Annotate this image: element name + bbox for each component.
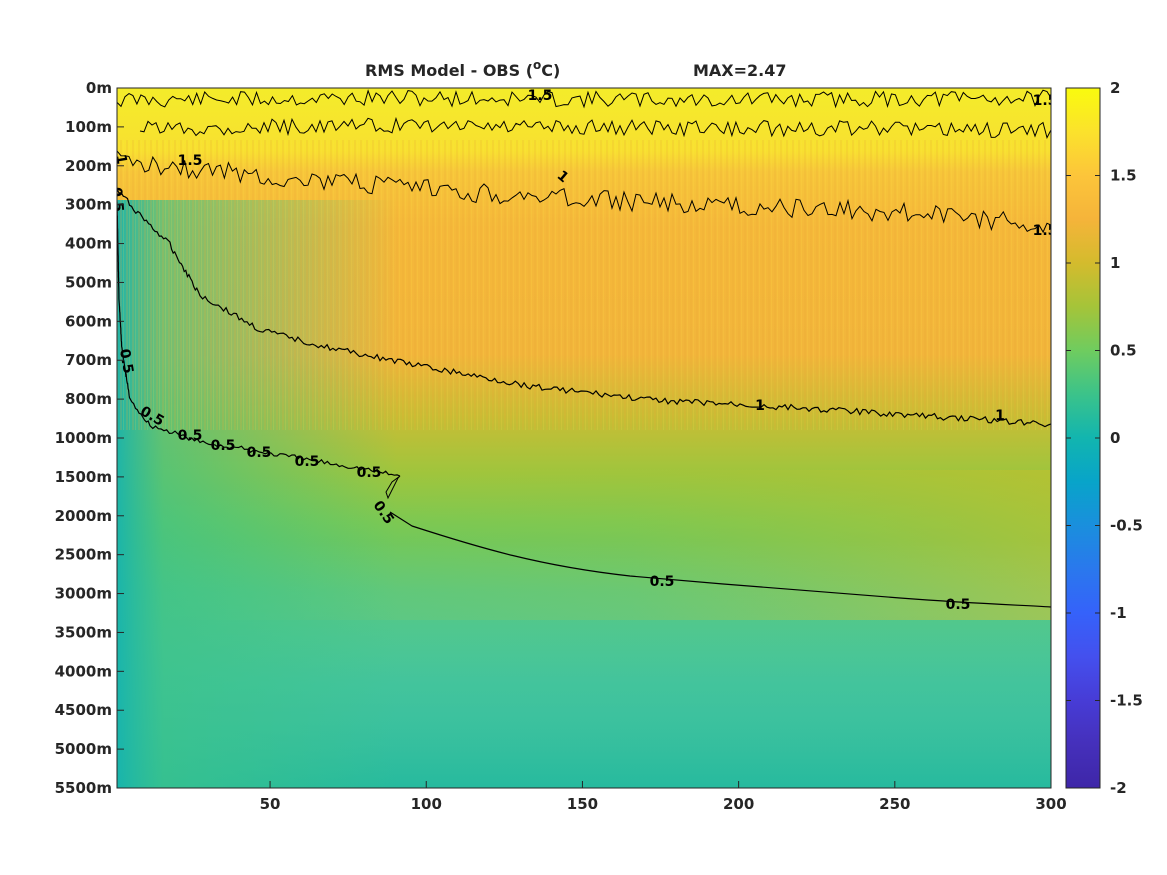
contour-label: 0.5 bbox=[247, 445, 272, 461]
y-tick-label: 5500m bbox=[55, 779, 112, 797]
contour-label: 0.5 bbox=[116, 348, 136, 375]
colorbar bbox=[1065, 87, 1101, 789]
y-tick-label: 3500m bbox=[55, 623, 112, 641]
x-tick-label: 300 bbox=[1035, 795, 1066, 813]
contour-label: 1.5 bbox=[1033, 93, 1058, 109]
contour-1-line bbox=[117, 150, 1051, 234]
x-tick-label: 100 bbox=[411, 795, 442, 813]
x-tick-label: 250 bbox=[879, 795, 910, 813]
contour-lines bbox=[117, 89, 1051, 608]
y-tick-label: 800m bbox=[65, 390, 112, 408]
y-tick-label: 1500m bbox=[55, 468, 112, 486]
x-tick-label: 50 bbox=[260, 795, 281, 813]
y-tick-label: 700m bbox=[65, 351, 112, 369]
contour-0.5-line bbox=[389, 511, 1051, 608]
contour-label: 0.5 bbox=[178, 428, 203, 444]
y-tick-label: 3000m bbox=[55, 585, 112, 603]
colorbar-tick-label: 1 bbox=[1110, 254, 1120, 272]
contour-0.5-line bbox=[117, 201, 401, 477]
contour-1-line bbox=[117, 189, 1051, 428]
y-tick-label: 600m bbox=[65, 312, 112, 330]
colorbar-tick-label: -1 bbox=[1110, 604, 1127, 622]
colorbar-tick-label: 1.5 bbox=[1110, 167, 1137, 185]
chart-title: RMS Model - OBS (oC) bbox=[365, 58, 560, 80]
title-main: RMS Model - OBS ( bbox=[365, 61, 533, 80]
contour-label: 0.5 bbox=[108, 187, 126, 213]
colorbar-tick-label: -1.5 bbox=[1110, 692, 1143, 710]
contour-1.5-line bbox=[117, 89, 1051, 109]
contour-label: 0.5 bbox=[357, 465, 382, 481]
contour-label: 1.5 bbox=[1033, 223, 1058, 239]
colorbar-tick-label: 2 bbox=[1110, 79, 1120, 97]
title-superscript: o bbox=[533, 58, 541, 72]
max-label: MAX=2.47 bbox=[693, 61, 787, 80]
colorbar-ticks: 2 1.5 1 0.5 0 -0.5 -1 -1.5 -2 bbox=[1066, 79, 1143, 797]
contour-1.5-line bbox=[139, 116, 1051, 139]
heatmap-field: 0.50.50.50.50.50.50.50.50.50.50.511111.5… bbox=[108, 88, 1058, 788]
y-tick-label: 500m bbox=[65, 273, 112, 291]
y-tick-label: 2000m bbox=[55, 507, 112, 525]
contour-label: 0.5 bbox=[295, 454, 320, 470]
x-axis-ticks: 50 100 150 200 250 300 bbox=[260, 781, 1067, 813]
contour-label: 0.5 bbox=[650, 574, 675, 590]
y-tick-label: 0m bbox=[86, 79, 112, 97]
y-tick-label: 1000m bbox=[55, 429, 112, 447]
y-tick-label: 4000m bbox=[55, 662, 112, 680]
y-tick-label: 400m bbox=[65, 235, 112, 253]
heatmap-streaks bbox=[117, 140, 1051, 430]
y-tick-label: 2500m bbox=[55, 546, 112, 564]
y-tick-label: 200m bbox=[65, 157, 112, 175]
y-tick-label: 5000m bbox=[55, 740, 112, 758]
x-tick-label: 200 bbox=[723, 795, 754, 813]
contour-0.5-line bbox=[385, 475, 401, 500]
contour-label: 1.5 bbox=[178, 153, 203, 169]
y-tick-label: 4500m bbox=[55, 701, 112, 719]
y-axis-ticks: 0m 100m 200m 300m 400m 500m 600m 700m 800m 1000m 1… bbox=[55, 79, 124, 797]
colorbar-tick-label: 0 bbox=[1110, 429, 1120, 447]
contour-label: 1 bbox=[112, 153, 129, 165]
title-end: C) bbox=[541, 61, 560, 80]
y-tick-label: 300m bbox=[65, 196, 112, 214]
colorbar-tick-label: 0.5 bbox=[1110, 342, 1137, 360]
y-tick-label: 100m bbox=[65, 118, 112, 136]
contour-label: 1 bbox=[755, 398, 765, 414]
x-tick-label: 150 bbox=[567, 795, 598, 813]
colorbar-tick-label: -0.5 bbox=[1110, 517, 1143, 535]
contour-label: 1 bbox=[995, 408, 1005, 424]
contour-label: 0.5 bbox=[946, 597, 971, 613]
colorbar-tick-label: -2 bbox=[1110, 779, 1127, 797]
contour-label: 0.5 bbox=[211, 438, 236, 454]
contour-label: 1.5 bbox=[528, 88, 553, 104]
